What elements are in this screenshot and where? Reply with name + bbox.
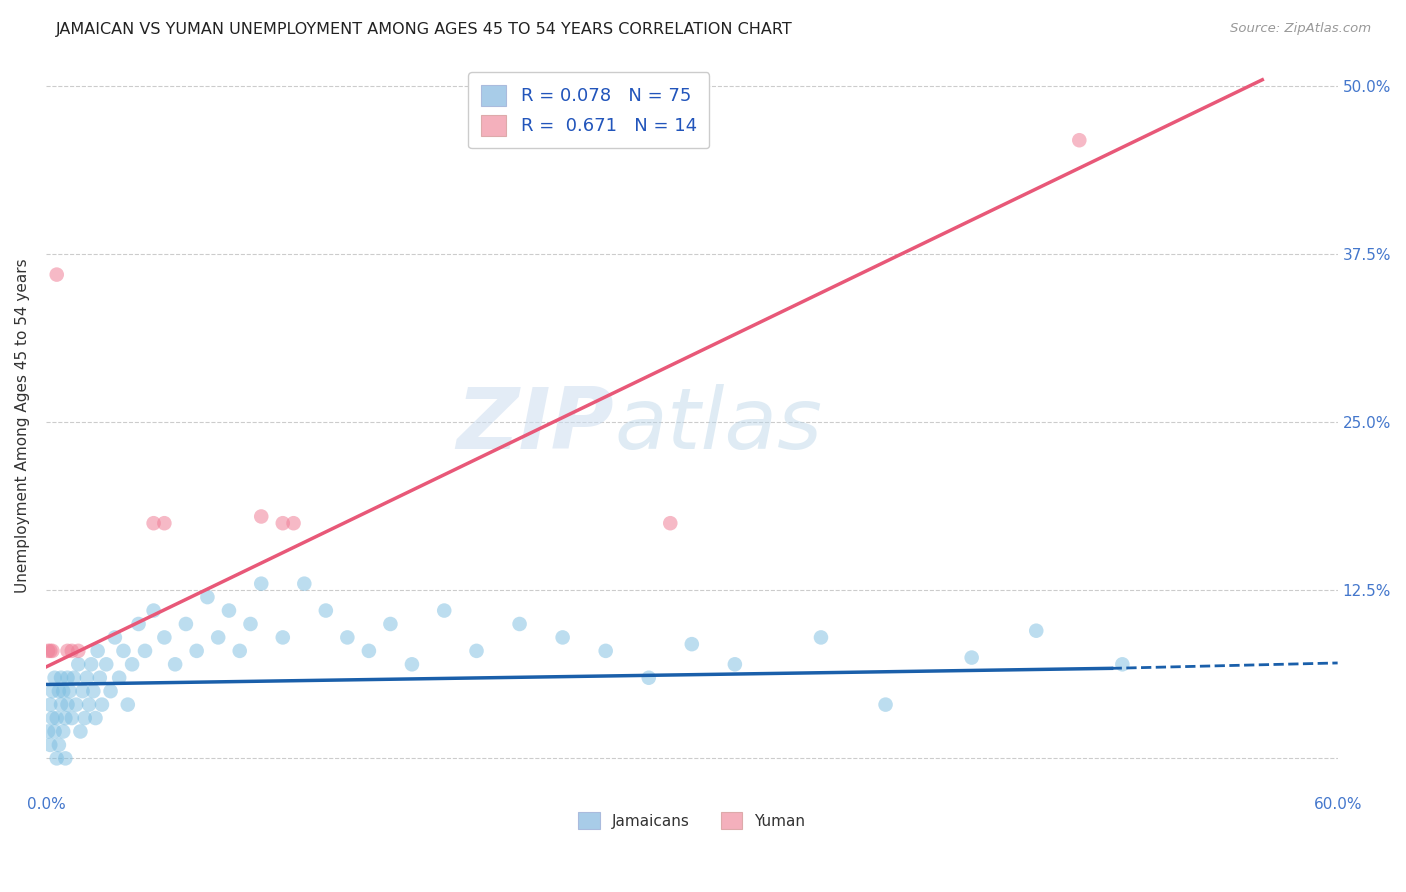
Point — [1025, 624, 1047, 638]
Point — [153, 516, 176, 531]
Point — [595, 644, 617, 658]
Point — [45, 268, 67, 282]
Point — [104, 631, 127, 645]
Point — [77, 698, 100, 712]
Point — [60, 711, 83, 725]
Point — [100, 684, 122, 698]
Point — [134, 644, 156, 658]
Point — [56, 698, 79, 712]
Point — [56, 644, 79, 658]
Point — [121, 657, 143, 672]
Legend: Jamaicans, Yuman: Jamaicans, Yuman — [572, 805, 811, 836]
Point — [69, 724, 91, 739]
Point — [86, 644, 108, 658]
Point — [59, 684, 82, 698]
Point — [63, 671, 86, 685]
Point — [250, 576, 273, 591]
Point — [45, 751, 67, 765]
Point — [197, 590, 219, 604]
Point — [960, 650, 983, 665]
Point — [142, 603, 165, 617]
Point — [44, 724, 66, 739]
Point — [84, 711, 107, 725]
Point — [112, 644, 135, 658]
Point — [39, 698, 62, 712]
Point — [401, 657, 423, 672]
Point — [637, 671, 659, 685]
Point — [108, 671, 131, 685]
Point — [56, 671, 79, 685]
Point — [45, 711, 67, 725]
Point — [128, 617, 150, 632]
Text: Source: ZipAtlas.com: Source: ZipAtlas.com — [1230, 22, 1371, 36]
Point — [60, 644, 83, 658]
Point — [271, 516, 294, 531]
Point — [89, 671, 111, 685]
Point — [117, 698, 139, 712]
Text: JAMAICAN VS YUMAN UNEMPLOYMENT AMONG AGES 45 TO 54 YEARS CORRELATION CHART: JAMAICAN VS YUMAN UNEMPLOYMENT AMONG AGE… — [56, 22, 793, 37]
Point — [41, 711, 63, 725]
Point — [292, 576, 315, 591]
Point — [239, 617, 262, 632]
Point — [142, 516, 165, 531]
Point — [250, 509, 273, 524]
Point — [48, 738, 70, 752]
Point — [67, 657, 90, 672]
Point — [207, 631, 229, 645]
Point — [724, 657, 747, 672]
Point — [44, 671, 66, 685]
Point — [218, 603, 240, 617]
Point — [37, 724, 59, 739]
Point — [357, 644, 380, 658]
Point — [41, 644, 63, 658]
Point — [53, 751, 76, 765]
Point — [659, 516, 682, 531]
Point — [271, 631, 294, 645]
Point — [875, 698, 897, 712]
Point — [465, 644, 488, 658]
Point — [315, 603, 337, 617]
Point — [228, 644, 250, 658]
Point — [681, 637, 703, 651]
Point — [174, 617, 197, 632]
Point — [82, 684, 104, 698]
Point — [336, 631, 359, 645]
Text: ZIP: ZIP — [457, 384, 614, 467]
Point — [52, 724, 75, 739]
Point — [48, 684, 70, 698]
Point — [49, 698, 72, 712]
Point — [810, 631, 832, 645]
Point — [186, 644, 208, 658]
Point — [509, 617, 531, 632]
Point — [53, 711, 76, 725]
Point — [37, 644, 59, 658]
Point — [1111, 657, 1133, 672]
Point — [41, 684, 63, 698]
Y-axis label: Unemployment Among Ages 45 to 54 years: Unemployment Among Ages 45 to 54 years — [15, 259, 30, 593]
Point — [65, 698, 87, 712]
Point — [72, 684, 94, 698]
Point — [67, 644, 90, 658]
Point — [153, 631, 176, 645]
Point — [52, 684, 75, 698]
Point — [1069, 133, 1091, 147]
Point — [76, 671, 98, 685]
Point — [551, 631, 574, 645]
Point — [39, 738, 62, 752]
Point — [80, 657, 103, 672]
Point — [433, 603, 456, 617]
Point — [283, 516, 305, 531]
Point — [91, 698, 114, 712]
Point — [96, 657, 118, 672]
Point — [49, 671, 72, 685]
Point — [73, 711, 96, 725]
Point — [39, 644, 62, 658]
Point — [165, 657, 187, 672]
Point — [380, 617, 402, 632]
Text: atlas: atlas — [614, 384, 823, 467]
